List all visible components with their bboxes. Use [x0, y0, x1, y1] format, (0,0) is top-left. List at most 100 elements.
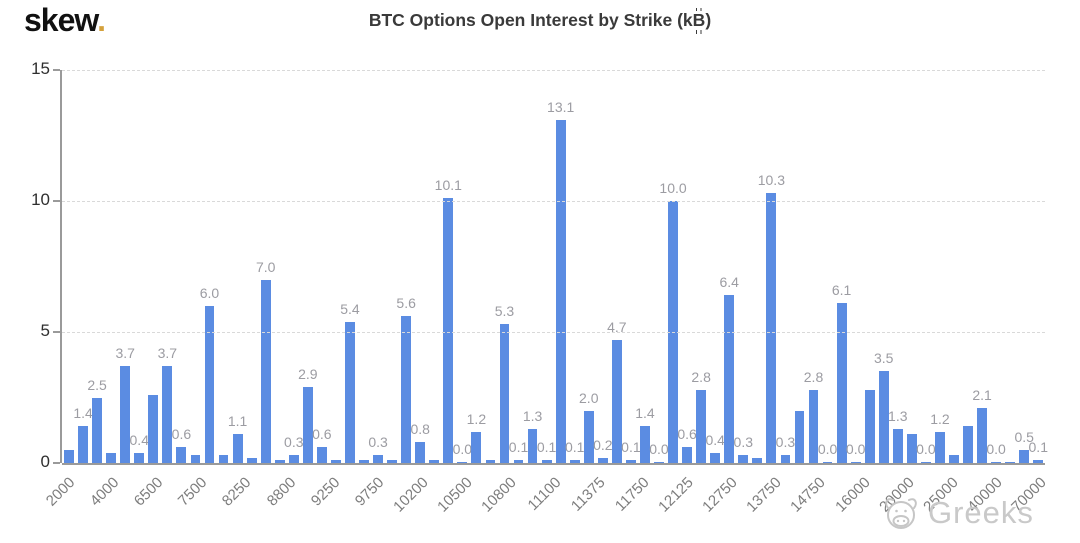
bar-slot: 5.6 [396, 70, 416, 463]
bar-value-label: 0.6 [171, 426, 192, 443]
bar-value-label: 1.1 [227, 413, 248, 430]
bar [850, 461, 861, 463]
bar-value-label: 7.0 [255, 258, 276, 275]
bar [499, 324, 510, 463]
bar-slot: 0.0 [986, 70, 1006, 463]
y-tick-mark [53, 462, 60, 464]
bar [527, 428, 538, 463]
bar-value-label: 6.0 [199, 284, 220, 301]
bar-slot: 2.5 [87, 70, 107, 463]
bar [794, 410, 805, 463]
page-title: BTC Options Open Interest by Strike (kB) [368, 7, 712, 34]
bar-slot [62, 70, 76, 463]
bar [654, 461, 664, 463]
bar [429, 460, 440, 463]
y-tick-label: 5 [40, 321, 50, 340]
bar [597, 457, 608, 463]
bar-slot: 0.0 [452, 70, 473, 463]
bar-slot: 0.1 [537, 70, 556, 463]
bar-slot [1003, 70, 1017, 463]
bar [471, 431, 482, 463]
bar [92, 397, 103, 463]
bar [387, 460, 398, 463]
bar-value-label: 3.7 [115, 345, 135, 362]
bar-slot: 0.3 [368, 70, 388, 463]
bar-slot [217, 70, 231, 463]
bar-slot: 10.1 [435, 70, 462, 463]
bar-slot: 0.4 [129, 70, 149, 463]
bar-slot: 5.3 [495, 70, 514, 463]
bar-slot: 0.0 [817, 70, 838, 463]
bar-value-label: 2.8 [803, 368, 824, 385]
bar [260, 279, 271, 463]
bar [822, 461, 833, 463]
x-tick-label: 14750 [787, 474, 830, 516]
x-tick-label: 70000 [1008, 474, 1051, 516]
x-tick-label: 25000 [920, 474, 962, 516]
x-tick-label: 16000 [831, 474, 874, 516]
bar-value-label: 0.2 [593, 436, 613, 453]
bar-slot: 13.1 [547, 70, 574, 463]
bar-slot: 0.6 [171, 70, 192, 463]
x-tick-label: 4000 [86, 474, 123, 510]
bar-slot: 10.0 [659, 70, 687, 463]
bar-slot: 0.1 [1029, 70, 1048, 463]
bar [991, 461, 1002, 463]
x-tick-label: 10500 [434, 474, 476, 516]
bar-value-label: 10.3 [757, 172, 785, 189]
bar [345, 321, 355, 463]
bar-slot: 0.5 [1014, 70, 1034, 463]
bar [134, 452, 145, 463]
bar-value-label: 0.0 [817, 440, 838, 457]
bar-slot [273, 70, 287, 463]
bar-slot: 1.3 [888, 70, 908, 463]
bar-value-label: 1.2 [930, 410, 950, 427]
logo-dot: . [97, 2, 106, 38]
bar [246, 457, 257, 463]
bar-value-label: 0.8 [410, 421, 430, 438]
x-tick-label: 11375 [567, 474, 609, 515]
x-tick-label: 9750 [351, 474, 388, 510]
x-tick-label: 6500 [130, 474, 167, 510]
bar [906, 434, 917, 463]
bar [401, 316, 412, 463]
bar-value-label: 6.1 [831, 282, 852, 299]
bar-slot: 0.3 [776, 70, 795, 463]
bar [64, 449, 74, 463]
bar [935, 431, 945, 463]
bar-value-label: 0.3 [733, 434, 753, 451]
bar [640, 426, 650, 463]
bar-value-label: 1.3 [522, 407, 543, 424]
bar-value-label: 0.4 [129, 431, 149, 448]
bar-slot: 6.0 [199, 70, 220, 463]
bar-slot: 2.8 [803, 70, 824, 463]
bar [288, 455, 299, 463]
bar [949, 455, 959, 463]
bar [443, 198, 454, 463]
bar-slot: 0.3 [284, 70, 304, 463]
bar [724, 295, 735, 463]
bar [1033, 460, 1044, 463]
bar-slot [188, 70, 202, 463]
bar-slot [947, 70, 961, 463]
bar [920, 461, 931, 463]
bar-slot: 5.4 [340, 70, 360, 463]
x-tick-label: 12125 [655, 474, 697, 516]
bar-value-label: 10.0 [659, 180, 687, 196]
bar [359, 460, 369, 463]
x-tick-label: 8250 [219, 474, 255, 510]
bar [808, 389, 819, 463]
bar-slot [905, 70, 919, 463]
bar-value-label: 0.0 [452, 440, 473, 457]
bar-slot [146, 70, 160, 463]
bar [569, 460, 580, 463]
bar-value-label: 5.6 [396, 295, 416, 312]
x-tick-label: 13750 [743, 474, 785, 516]
bar-slot: 10.3 [758, 70, 785, 463]
bar-value-label: 1.4 [73, 405, 93, 422]
bar [977, 407, 987, 463]
bar-value-label: 1.3 [888, 407, 908, 424]
bar-slot: 0.3 [733, 70, 753, 463]
y-tick-mark [53, 69, 60, 71]
